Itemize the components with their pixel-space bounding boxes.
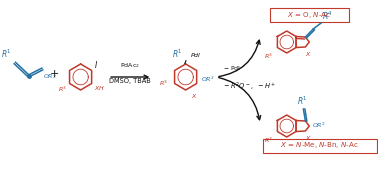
Text: $R^4$: $R^4$ xyxy=(322,10,333,22)
Text: $I$: $I$ xyxy=(94,58,98,69)
Text: $R^3$: $R^3$ xyxy=(59,84,68,94)
Text: $XH$: $XH$ xyxy=(94,84,105,92)
Text: $R^1$: $R^1$ xyxy=(297,95,308,107)
Text: $R^1$: $R^1$ xyxy=(1,48,12,60)
Text: $-$ PdI: $-$ PdI xyxy=(223,64,241,72)
Text: $-\ R^2O^-,\ -H^+$: $-\ R^2O^-,\ -H^+$ xyxy=(223,81,276,93)
Text: $OR^2$: $OR^2$ xyxy=(312,120,326,130)
Text: $PdI$: $PdI$ xyxy=(189,51,201,59)
FancyBboxPatch shape xyxy=(263,139,376,152)
Text: DMSO, TBAB: DMSO, TBAB xyxy=(109,78,150,84)
Text: $R^3$: $R^3$ xyxy=(264,52,273,61)
Text: $R^3$: $R^3$ xyxy=(264,136,273,145)
Text: $X$ = $N$-Me, $N$-Bn, $N$-Ac: $X$ = $N$-Me, $N$-Bn, $N$-Ac xyxy=(280,140,359,151)
Text: PdAc$_2$: PdAc$_2$ xyxy=(120,61,139,70)
FancyBboxPatch shape xyxy=(270,7,349,21)
Text: $OR^2$: $OR^2$ xyxy=(201,74,215,84)
Text: $X$: $X$ xyxy=(305,50,311,58)
Text: $OR_2$: $OR_2$ xyxy=(43,72,57,81)
Text: $R^1$: $R^1$ xyxy=(172,48,183,60)
Text: $R^3$: $R^3$ xyxy=(159,78,168,88)
Text: $X$ = O, $N$-Ac: $X$ = O, $N$-Ac xyxy=(287,9,332,19)
Text: +: + xyxy=(50,69,59,79)
Text: $X$: $X$ xyxy=(191,92,197,100)
Text: $X$: $X$ xyxy=(305,134,311,142)
